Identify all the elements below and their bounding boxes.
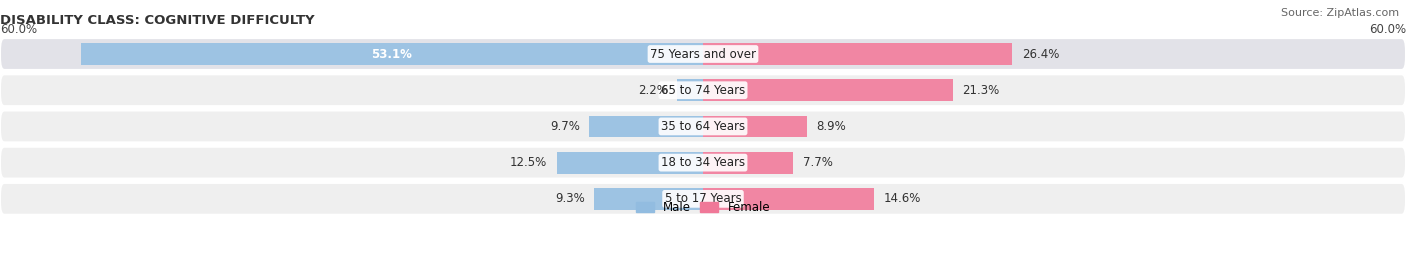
Text: DISABILITY CLASS: COGNITIVE DIFFICULTY: DISABILITY CLASS: COGNITIVE DIFFICULTY <box>0 14 315 27</box>
Bar <box>703 116 807 137</box>
Text: 35 to 64 Years: 35 to 64 Years <box>661 120 745 133</box>
Bar <box>678 79 703 101</box>
Bar <box>589 116 703 137</box>
Bar <box>557 152 703 174</box>
FancyBboxPatch shape <box>0 111 1406 142</box>
Bar <box>82 43 703 65</box>
Bar <box>703 79 953 101</box>
Bar <box>678 79 703 101</box>
Text: 12.5%: 12.5% <box>510 156 547 169</box>
Text: 14.6%: 14.6% <box>883 192 921 205</box>
Bar <box>589 116 703 137</box>
Legend: Male, Female: Male, Female <box>631 196 775 218</box>
Text: 60.0%: 60.0% <box>0 23 37 36</box>
FancyBboxPatch shape <box>0 183 1406 215</box>
Bar <box>703 152 793 174</box>
Text: 5 to 17 Years: 5 to 17 Years <box>665 192 741 205</box>
Bar <box>593 188 703 210</box>
Bar <box>703 188 875 210</box>
Text: 2.2%: 2.2% <box>638 84 668 97</box>
Text: 75 Years and over: 75 Years and over <box>650 48 756 61</box>
Text: 26.4%: 26.4% <box>1022 48 1059 61</box>
Text: 7.7%: 7.7% <box>803 156 832 169</box>
Text: 53.1%: 53.1% <box>371 48 412 61</box>
Bar <box>703 116 807 137</box>
Text: 21.3%: 21.3% <box>962 84 1000 97</box>
Bar <box>703 79 953 101</box>
FancyBboxPatch shape <box>0 74 1406 106</box>
Bar <box>703 152 793 174</box>
Text: 8.9%: 8.9% <box>817 120 846 133</box>
Bar <box>703 188 875 210</box>
Bar <box>82 43 703 65</box>
Bar <box>703 43 1012 65</box>
Text: 60.0%: 60.0% <box>1369 23 1406 36</box>
Text: Source: ZipAtlas.com: Source: ZipAtlas.com <box>1281 8 1399 18</box>
Text: 65 to 74 Years: 65 to 74 Years <box>661 84 745 97</box>
Bar <box>557 152 703 174</box>
FancyBboxPatch shape <box>0 38 1406 70</box>
Text: 9.7%: 9.7% <box>550 120 581 133</box>
Bar <box>593 188 703 210</box>
Bar <box>703 43 1012 65</box>
Text: 18 to 34 Years: 18 to 34 Years <box>661 156 745 169</box>
Text: 9.3%: 9.3% <box>555 192 585 205</box>
FancyBboxPatch shape <box>0 147 1406 179</box>
